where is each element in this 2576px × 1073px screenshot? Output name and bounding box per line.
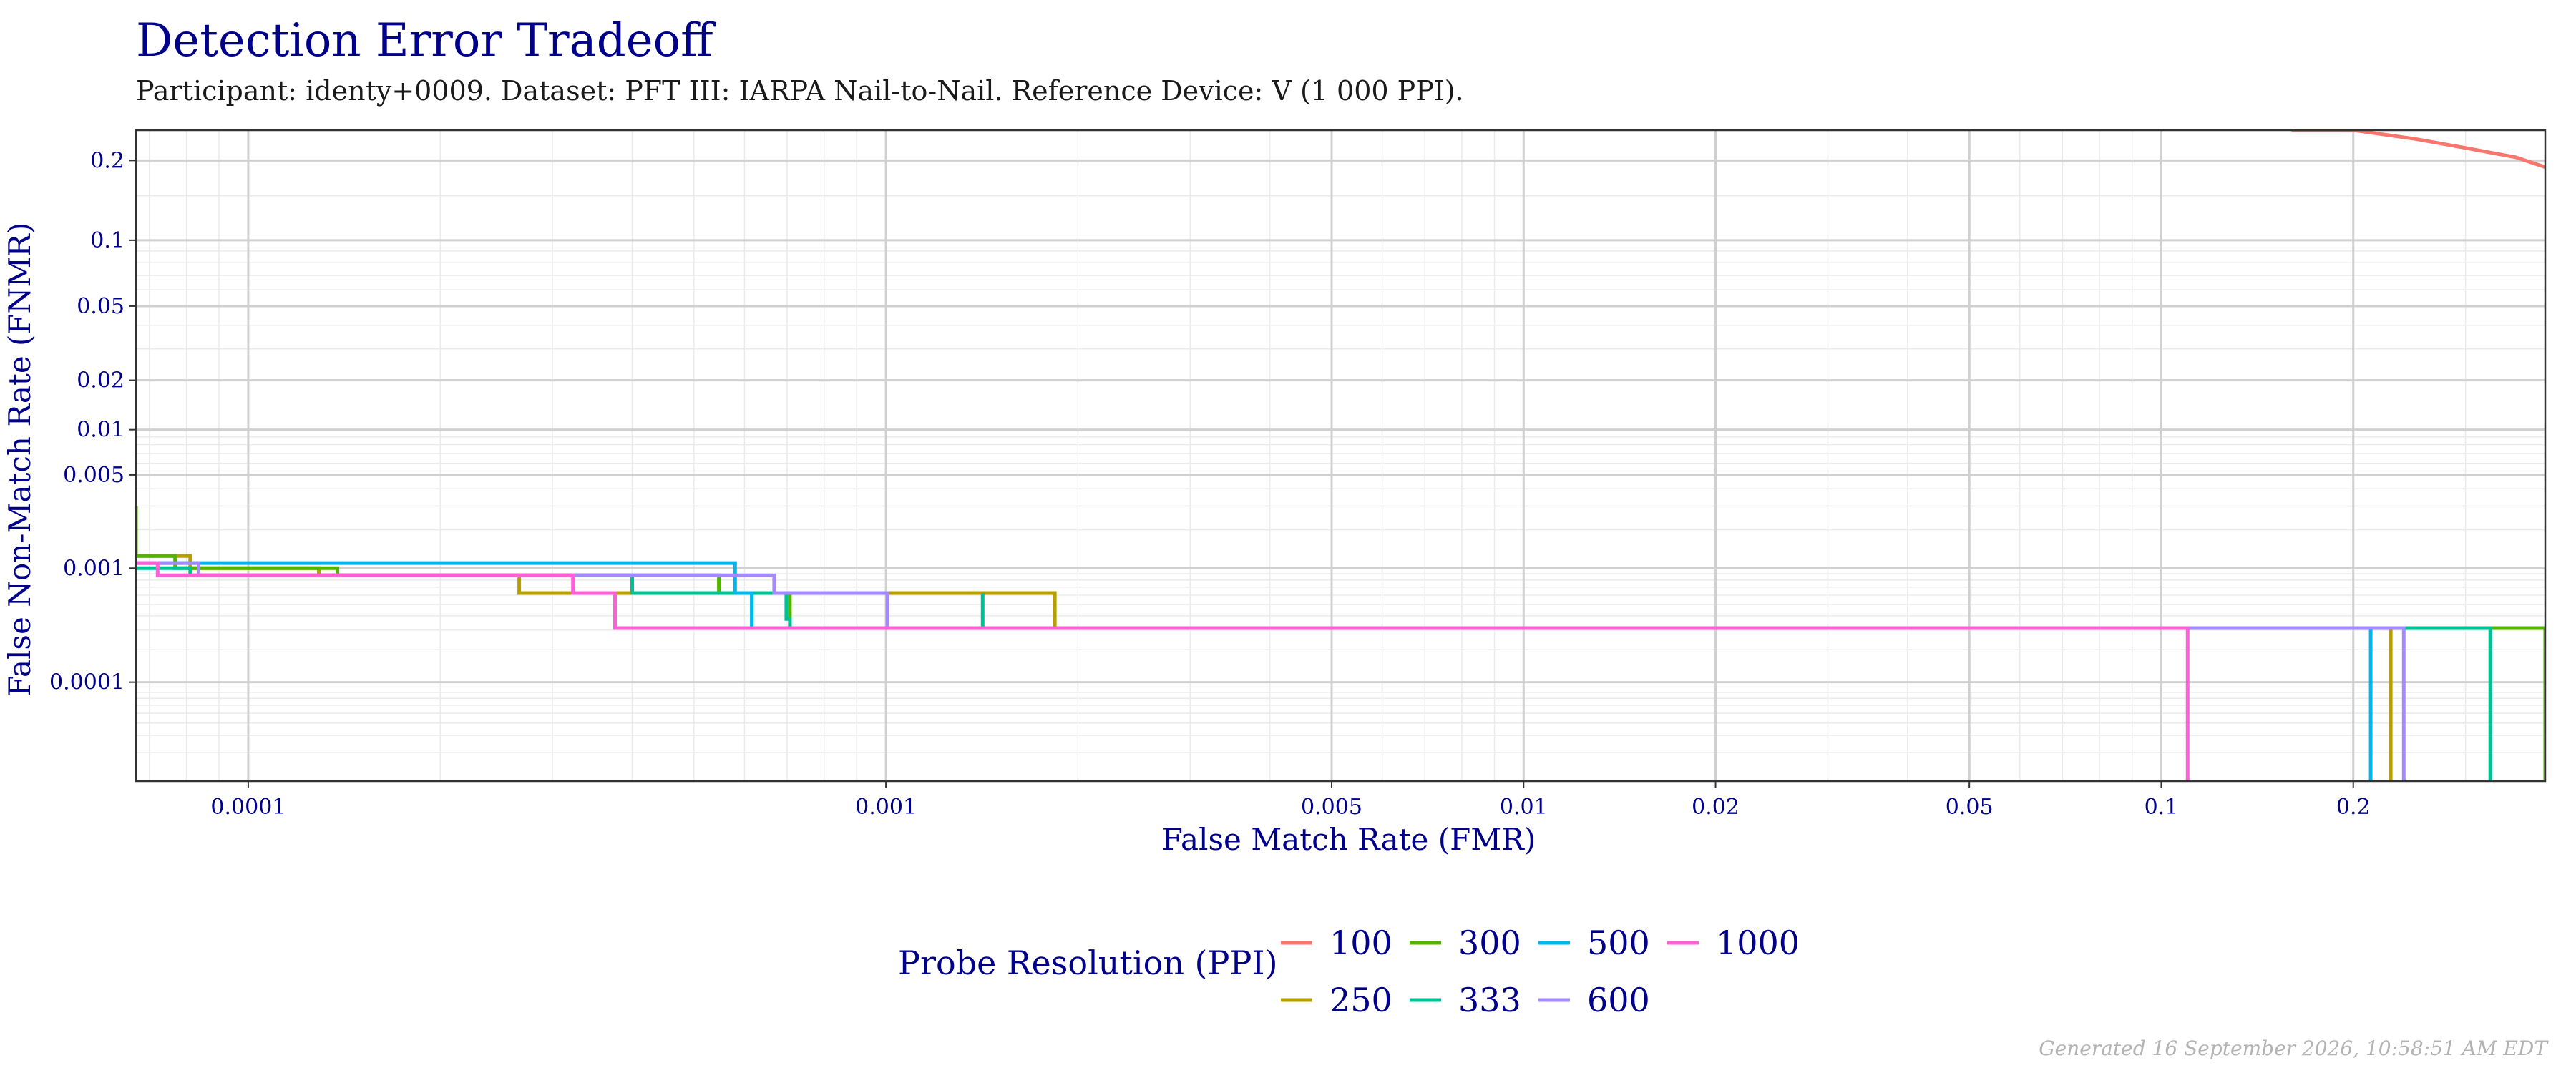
generated-timestamp: Generated 16 September 2026, 10:58:51 AM… [2039, 1037, 2549, 1060]
x-axis-title: False Match Rate (FMR) [1162, 822, 1536, 857]
legend-label-1000: 1000 [1716, 923, 1800, 962]
legend-label-500: 500 [1587, 923, 1650, 962]
x-tick-label: 0.005 [1301, 795, 1362, 820]
y-axis-ticks: 0.2 0.1 0.05 0.02 0.01 0.005 0.001 0.0001 [49, 148, 136, 695]
chart-title: Detection Error Tradeoff [136, 14, 716, 67]
plot-border [135, 129, 2547, 783]
x-tick-label: 0.1 [2145, 795, 2179, 820]
x-tick-label: 0.02 [1692, 795, 1740, 820]
legend-item-1000: 1000 [1667, 923, 1800, 962]
legend-label-100: 100 [1330, 923, 1392, 962]
y-axis-title: False Non-Match Rate (FNMR) [2, 222, 37, 697]
y-tick-label: 0.2 [90, 148, 125, 173]
legend-item-333: 333 [1410, 981, 1521, 1019]
legend-item-100: 100 [1281, 923, 1392, 962]
legend-item-300: 300 [1410, 923, 1521, 962]
series-line-1000 [136, 561, 2190, 781]
major-grid [136, 130, 2545, 781]
x-tick-label: 0.05 [1946, 795, 1994, 820]
series-layer [136, 130, 2545, 781]
plot-background [136, 130, 2545, 781]
x-tick-label: 0.0001 [210, 795, 286, 820]
y-tick-label: 0.1 [90, 228, 125, 253]
x-tick-label: 0.001 [855, 795, 917, 820]
legend-title: Probe Resolution (PPI) [898, 944, 1278, 982]
chart-subtitle: Participant: identy+0009. Dataset: PFT I… [136, 75, 1464, 107]
y-tick-label: 0.02 [77, 368, 125, 393]
x-tick-label: 0.01 [1500, 795, 1548, 820]
y-tick-label: 0.001 [63, 556, 125, 581]
y-tick-label: 0.01 [77, 418, 125, 443]
x-tick-label: 0.2 [2336, 795, 2371, 820]
x-axis-ticks: 0.0001 0.001 0.005 0.01 0.02 0.05 0.1 0.2 [210, 781, 2371, 820]
y-tick-label: 0.0001 [49, 670, 125, 695]
legend-label-600: 600 [1587, 981, 1650, 1019]
legend-item-600: 600 [1538, 981, 1650, 1019]
series-line-100 [2291, 130, 2545, 169]
legend-label-250: 250 [1330, 981, 1392, 1019]
y-tick-label: 0.005 [63, 463, 125, 488]
y-tick-label: 0.05 [77, 294, 125, 319]
legend-label-300: 300 [1458, 923, 1521, 962]
legend-label-333: 333 [1458, 981, 1521, 1019]
legend: Probe Resolution (PPI) 100 250 300 333 500 60… [898, 923, 1800, 1019]
legend-item-250: 250 [1281, 981, 1392, 1019]
legend-item-500: 500 [1538, 923, 1650, 962]
